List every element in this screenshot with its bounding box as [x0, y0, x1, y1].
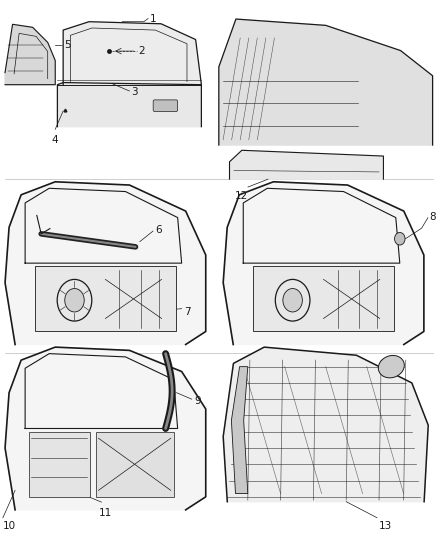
Text: 2: 2 [138, 46, 145, 56]
FancyBboxPatch shape [35, 266, 176, 332]
FancyBboxPatch shape [253, 266, 394, 332]
Ellipse shape [378, 356, 404, 378]
Polygon shape [5, 182, 206, 344]
Circle shape [283, 288, 302, 312]
FancyBboxPatch shape [95, 432, 173, 497]
Text: 4: 4 [52, 134, 59, 144]
Text: 1: 1 [149, 13, 156, 23]
Polygon shape [223, 347, 428, 502]
Text: 9: 9 [194, 396, 201, 406]
Polygon shape [63, 22, 201, 85]
Text: 11: 11 [99, 508, 112, 519]
Text: 3: 3 [131, 87, 138, 97]
Polygon shape [5, 25, 55, 85]
Circle shape [65, 288, 84, 312]
Text: 6: 6 [155, 225, 162, 235]
Polygon shape [231, 367, 248, 494]
Text: 7: 7 [184, 307, 190, 317]
Polygon shape [219, 19, 433, 145]
Polygon shape [57, 83, 201, 127]
Polygon shape [230, 150, 383, 179]
Text: 12: 12 [235, 191, 248, 201]
Text: 10: 10 [3, 521, 16, 531]
Polygon shape [5, 347, 206, 510]
Text: 13: 13 [379, 521, 392, 531]
FancyBboxPatch shape [29, 432, 90, 497]
FancyBboxPatch shape [153, 100, 177, 111]
Text: 8: 8 [429, 212, 435, 222]
Circle shape [395, 232, 405, 245]
Text: 5: 5 [64, 41, 71, 51]
Polygon shape [223, 182, 424, 344]
